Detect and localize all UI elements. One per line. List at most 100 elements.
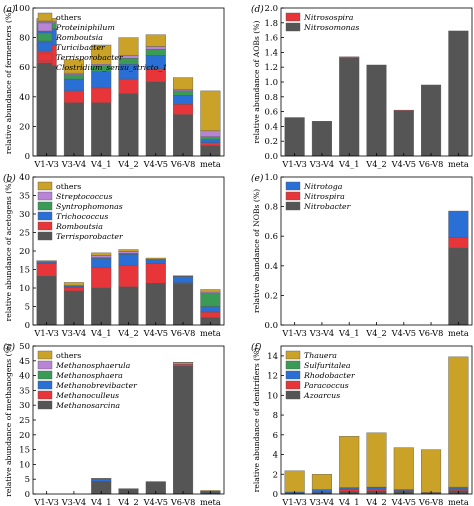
- legend-swatch: [285, 191, 301, 201]
- bar-a-V6-V8-Proteiniphilum: [173, 89, 194, 92]
- y-tick-label: 14: [267, 352, 278, 362]
- y-tick-label: 2: [273, 470, 278, 480]
- legend-swatch: [37, 12, 53, 22]
- legend: othersMethanosphaerulaMethanosphaeraMeth…: [37, 350, 138, 410]
- bar-f-V4-V5-Thauera: [393, 447, 414, 490]
- bar-f-V1-V3-Thauera: [284, 470, 305, 493]
- y-tick-label: 8: [273, 411, 278, 421]
- y-tick-label: 80: [19, 34, 30, 44]
- bar-c-V4_1-Methanobrevibacter: [91, 479, 112, 482]
- x-tick-label: meta: [200, 328, 221, 338]
- bar-f-V4_1-Thauera: [339, 436, 360, 488]
- y-tick-label: 1.0: [264, 173, 278, 183]
- x-tick-label: V6-V8: [170, 328, 195, 338]
- y-tick-label: 15: [19, 266, 30, 276]
- bar-a-V4_1-Clostridium_sensu_stricto_1: [91, 102, 112, 157]
- bar-d-V6-V8-Nitrosomonas: [421, 84, 442, 157]
- y-axis-label: relative abundance of NOBs (%): [252, 189, 261, 313]
- bar-b-V1-V3-Terrisporobacter: [36, 275, 57, 326]
- legend-swatch: [285, 380, 301, 390]
- y-tick-label: 0.4: [264, 122, 278, 132]
- legend-swatch: [285, 12, 301, 22]
- bar-b-V4-V5-Trichococcus: [145, 259, 166, 264]
- chart-panel-f: 0 2 4 6 8 10 12 14 V1-V3 V3-V4 V4_1 V4_2 V4-V5 V6-V8 m…: [251, 342, 473, 506]
- y-tick-label: 10: [267, 391, 278, 401]
- y-tick-label: 10: [19, 284, 30, 294]
- legend-label: Terrisporobacter: [56, 53, 124, 62]
- bar-b-meta-Trichococcus: [200, 306, 221, 313]
- panel-label: (d): [251, 4, 264, 15]
- bar-a-meta-others: [200, 90, 221, 132]
- legend-label: Methanobrevibacter: [55, 381, 138, 390]
- legend-label: Nitrospira: [303, 192, 345, 201]
- bar-e-meta-Nitrobacter: [448, 247, 469, 326]
- legend-swatch: [37, 32, 53, 42]
- legend-swatch: [285, 22, 301, 32]
- y-tick-label: 0.8: [264, 203, 278, 213]
- y-tick-label: 1.0: [264, 78, 278, 88]
- bar-e-meta-Nitrospira: [448, 237, 469, 249]
- legend-swatch: [37, 360, 53, 370]
- x-tick-label: V6-V8: [418, 497, 443, 506]
- bar-b-V4_1-Terrisporobacter: [91, 287, 112, 326]
- legend-swatch: [37, 231, 53, 241]
- bar-a-V4_1-others: [91, 44, 112, 65]
- bar-b-V4_2-others: [118, 249, 139, 252]
- x-tick-label: V3-V4: [309, 159, 334, 169]
- chart-panel-b: 0 5 10 15 20 25 30 35 40 V1-V3 V3-V4 V4_1 V4_2 V4-V5 V…: [3, 173, 225, 338]
- x-tick-label: V1-V3: [281, 159, 306, 169]
- y-tick-label: 40: [19, 93, 30, 103]
- y-tick-label: 2.0: [264, 4, 278, 14]
- legend-label: Rhodobacter: [303, 371, 356, 380]
- bar-d-V4_2-Nitrosomonas: [366, 64, 387, 157]
- bar-a-V6-V8-Terrisporobacter: [173, 103, 194, 115]
- legend-swatch: [37, 380, 53, 390]
- legend-label: Nitrosospira: [303, 13, 354, 22]
- bar-a-V6-V8-Clostridium_sensu_stricto_1: [173, 114, 194, 157]
- bar-c-V6-V8-others: [173, 362, 194, 364]
- legend-swatch: [285, 350, 301, 360]
- bar-a-V3-V4-others: [63, 59, 84, 74]
- y-tick-label: 6: [273, 431, 278, 441]
- bar-b-V4-V5-others: [145, 257, 166, 260]
- bar-b-V4_1-others: [91, 252, 112, 256]
- legend: othersStreptococcusSyntrophomonasTrichoc…: [37, 181, 124, 241]
- y-tick-label: 35: [19, 386, 30, 396]
- legend-swatch: [37, 191, 53, 201]
- x-tick-label: V4_2: [117, 497, 138, 506]
- x-tick-label: V4-V5: [143, 497, 168, 506]
- legend: othersProteiniphilumRomboutsiaTuricibact…: [37, 12, 167, 72]
- x-tick-label: V3-V4: [61, 328, 86, 338]
- legend-label: Romboutsia: [55, 222, 103, 231]
- bar-a-V4-V5-Clostridium_sensu_stricto_1: [145, 81, 166, 157]
- x-tick-label: V1-V3: [281, 497, 306, 506]
- y-tick-label: 0.2: [264, 291, 278, 301]
- legend-swatch: [37, 211, 53, 221]
- bar-d-V4_1-Nitrosomonas: [339, 58, 360, 157]
- bar-a-V6-V8-Turicibacter: [173, 95, 194, 105]
- y-tick-label: 20: [19, 247, 30, 257]
- legend-label: Sulfuritalea: [304, 361, 351, 370]
- bar-a-V6-V8-Romboutsia: [173, 90, 194, 96]
- bar-c-V6-V8-Methanosphaerula: [173, 362, 194, 365]
- y-tick-label: 0.4: [264, 262, 278, 272]
- legend-swatch: [37, 181, 53, 191]
- bar-b-V1-V3-Romboutsia: [36, 263, 57, 277]
- bar-b-V4_1-Streptococcus: [91, 255, 112, 258]
- bar-a-V3-V4-Romboutsia: [63, 74, 84, 80]
- bar-b-V4_1-Romboutsia: [91, 267, 112, 289]
- legend-label: Methanosphaera: [55, 371, 123, 380]
- y-tick-label: 20: [19, 431, 30, 441]
- legend-label: Turicibacter: [56, 43, 106, 52]
- bar-a-V1-V3-Clostridium_sensu_stricto_1: [36, 65, 57, 157]
- legend-swatch: [285, 360, 301, 370]
- x-tick-label: V4_2: [117, 328, 138, 338]
- legend-label: Terrisporobacter: [56, 232, 124, 241]
- x-tick-label: V4_1: [90, 328, 111, 338]
- bar-a-V4_1-Terrisporobacter: [91, 87, 112, 103]
- x-tick-label: meta: [448, 328, 469, 338]
- y-tick-label: 0.8: [264, 93, 278, 103]
- y-tick-label: 40: [19, 173, 30, 183]
- bar-a-V4-V5-Romboutsia: [145, 49, 166, 56]
